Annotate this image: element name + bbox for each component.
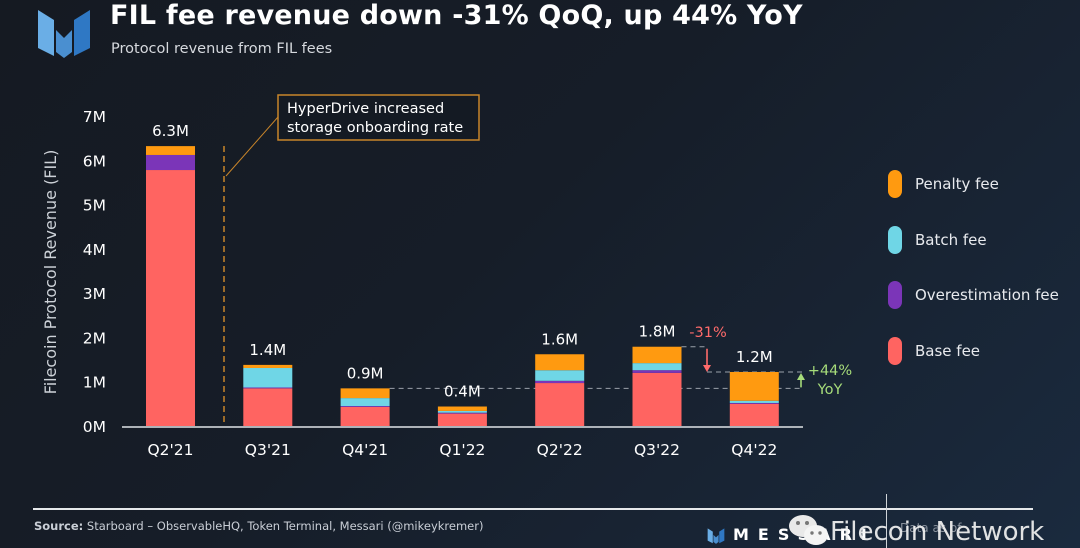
source-note: Source: Starboard – ObservableHQ, Token … — [34, 519, 483, 533]
bar-segment-base — [340, 406, 390, 426]
messari-logo-icon — [38, 10, 90, 58]
y-tick-label: 5M — [83, 197, 106, 215]
x-tick-label: Q4'21 — [342, 441, 388, 459]
y-tick-label: 7M — [83, 108, 106, 126]
bar-segment-overestimation — [535, 380, 585, 384]
bar-segment-overestimation — [243, 387, 293, 389]
legend-label: Base fee — [915, 341, 981, 360]
page-title: FIL fee revenue down -31% QoQ, up 44% Yo… — [110, 0, 803, 31]
bar-segment-batch — [535, 370, 585, 381]
yoy-suffix-label: YoY — [817, 382, 843, 398]
annotation-leader-line — [225, 116, 279, 177]
bar-segment-base — [535, 383, 585, 426]
annotation-box — [277, 94, 480, 141]
y-tick-label: 2M — [83, 329, 106, 347]
y-tick-label: 3M — [83, 285, 106, 303]
bar-segment-base — [146, 170, 195, 426]
legend-swatch-penalty — [888, 170, 902, 198]
bar-segment-base — [632, 372, 682, 426]
bar-segment-penalty — [729, 371, 779, 401]
yoy-arrow-head — [797, 372, 805, 380]
y-tick-label: 0M — [83, 418, 106, 436]
page-subtitle: Protocol revenue from FIL fees — [111, 41, 333, 57]
bar-segment-penalty — [632, 346, 682, 364]
bar-total-label: 1.8M — [639, 323, 676, 341]
wechat-icon — [789, 515, 828, 545]
bar-total-label: 1.6M — [541, 330, 578, 348]
bar-segment-penalty — [535, 354, 585, 371]
y-tick-label: 4M — [83, 241, 106, 259]
legend-label: Overestimation fee — [915, 286, 1059, 304]
bar-segment-overestimation — [729, 402, 779, 404]
legend-swatch-overestimation — [888, 281, 902, 309]
bar-segment-batch — [340, 398, 390, 407]
legend-label: Penalty fee — [915, 175, 999, 193]
bar-segment-overestimation — [146, 154, 195, 171]
x-tick-label: Q2'21 — [147, 441, 193, 459]
footer-divider — [33, 508, 1033, 510]
yoy-change-label: +44% — [808, 363, 852, 379]
annotation-text-line-1: HyperDrive increased — [287, 101, 444, 117]
bar-total-label: 0.9M — [347, 364, 384, 382]
chart-legend: Penalty fee Batch fee Overestimation fee… — [888, 170, 1059, 392]
bar-segment-batch — [632, 363, 682, 371]
bar-segment-base — [243, 388, 293, 426]
bar-total-label: 0.4M — [444, 383, 481, 401]
source-text: Starboard – ObservableHQ, Token Terminal… — [83, 519, 484, 533]
x-tick-label: Q1'22 — [439, 441, 485, 459]
legend-item-overestimation[interactable]: Overestimation fee — [888, 281, 1059, 309]
bar-segment-penalty — [243, 364, 293, 368]
x-tick-label: Q3'21 — [245, 441, 291, 459]
bar-segment-penalty — [146, 146, 195, 155]
bar-segment-base — [437, 413, 487, 426]
qoq-change-label: -31% — [689, 325, 726, 341]
bar-segment-batch — [243, 367, 293, 388]
bar-segment-penalty — [340, 388, 390, 399]
bar-segment-base — [729, 403, 779, 426]
bar-segment-batch — [729, 400, 779, 403]
watermark-text: Filecoin Network — [830, 517, 1045, 547]
qoq-arrow-head — [703, 364, 711, 372]
x-tick-label: Q2'22 — [537, 441, 583, 459]
source-label: Source: — [34, 519, 84, 533]
bar-segment-overestimation — [632, 370, 682, 373]
legend-item-base[interactable]: Base fee — [888, 336, 1059, 365]
legend-item-batch[interactable]: Batch fee — [888, 225, 1059, 254]
bar-segment-overestimation — [340, 406, 390, 407]
y-tick-label: 1M — [83, 374, 106, 392]
x-tick-label: Q4'22 — [731, 441, 777, 459]
stacked-bar-chart: Filecoin Protocol Revenue (FIL) 0M 1M 2M 3M 4… — [41, 94, 853, 459]
messari-small-logo-icon — [707, 528, 725, 544]
y-axis-label: Filecoin Protocol Revenue (FIL) — [41, 150, 60, 395]
legend-swatch-base — [888, 336, 902, 365]
annotation-text-line-2: storage onboarding rate — [287, 120, 463, 136]
legend-item-penalty[interactable]: Penalty fee — [888, 170, 1059, 198]
legend-swatch-batch — [888, 225, 902, 254]
bar-total-label: 1.4M — [249, 341, 286, 359]
legend-label: Batch fee — [915, 230, 987, 249]
x-tick-label: Q3'22 — [634, 441, 680, 459]
bar-segment-batch — [437, 410, 487, 413]
footer-vertical-divider — [886, 494, 887, 548]
bar-total-label: 1.2M — [736, 348, 773, 366]
bar-segment-overestimation — [437, 412, 487, 414]
bar-total-label: 6.3M — [152, 122, 189, 140]
bar-segment-penalty — [437, 406, 487, 411]
date-as-of-label: Data as of — [900, 521, 962, 535]
y-tick-label: 6M — [83, 152, 106, 170]
